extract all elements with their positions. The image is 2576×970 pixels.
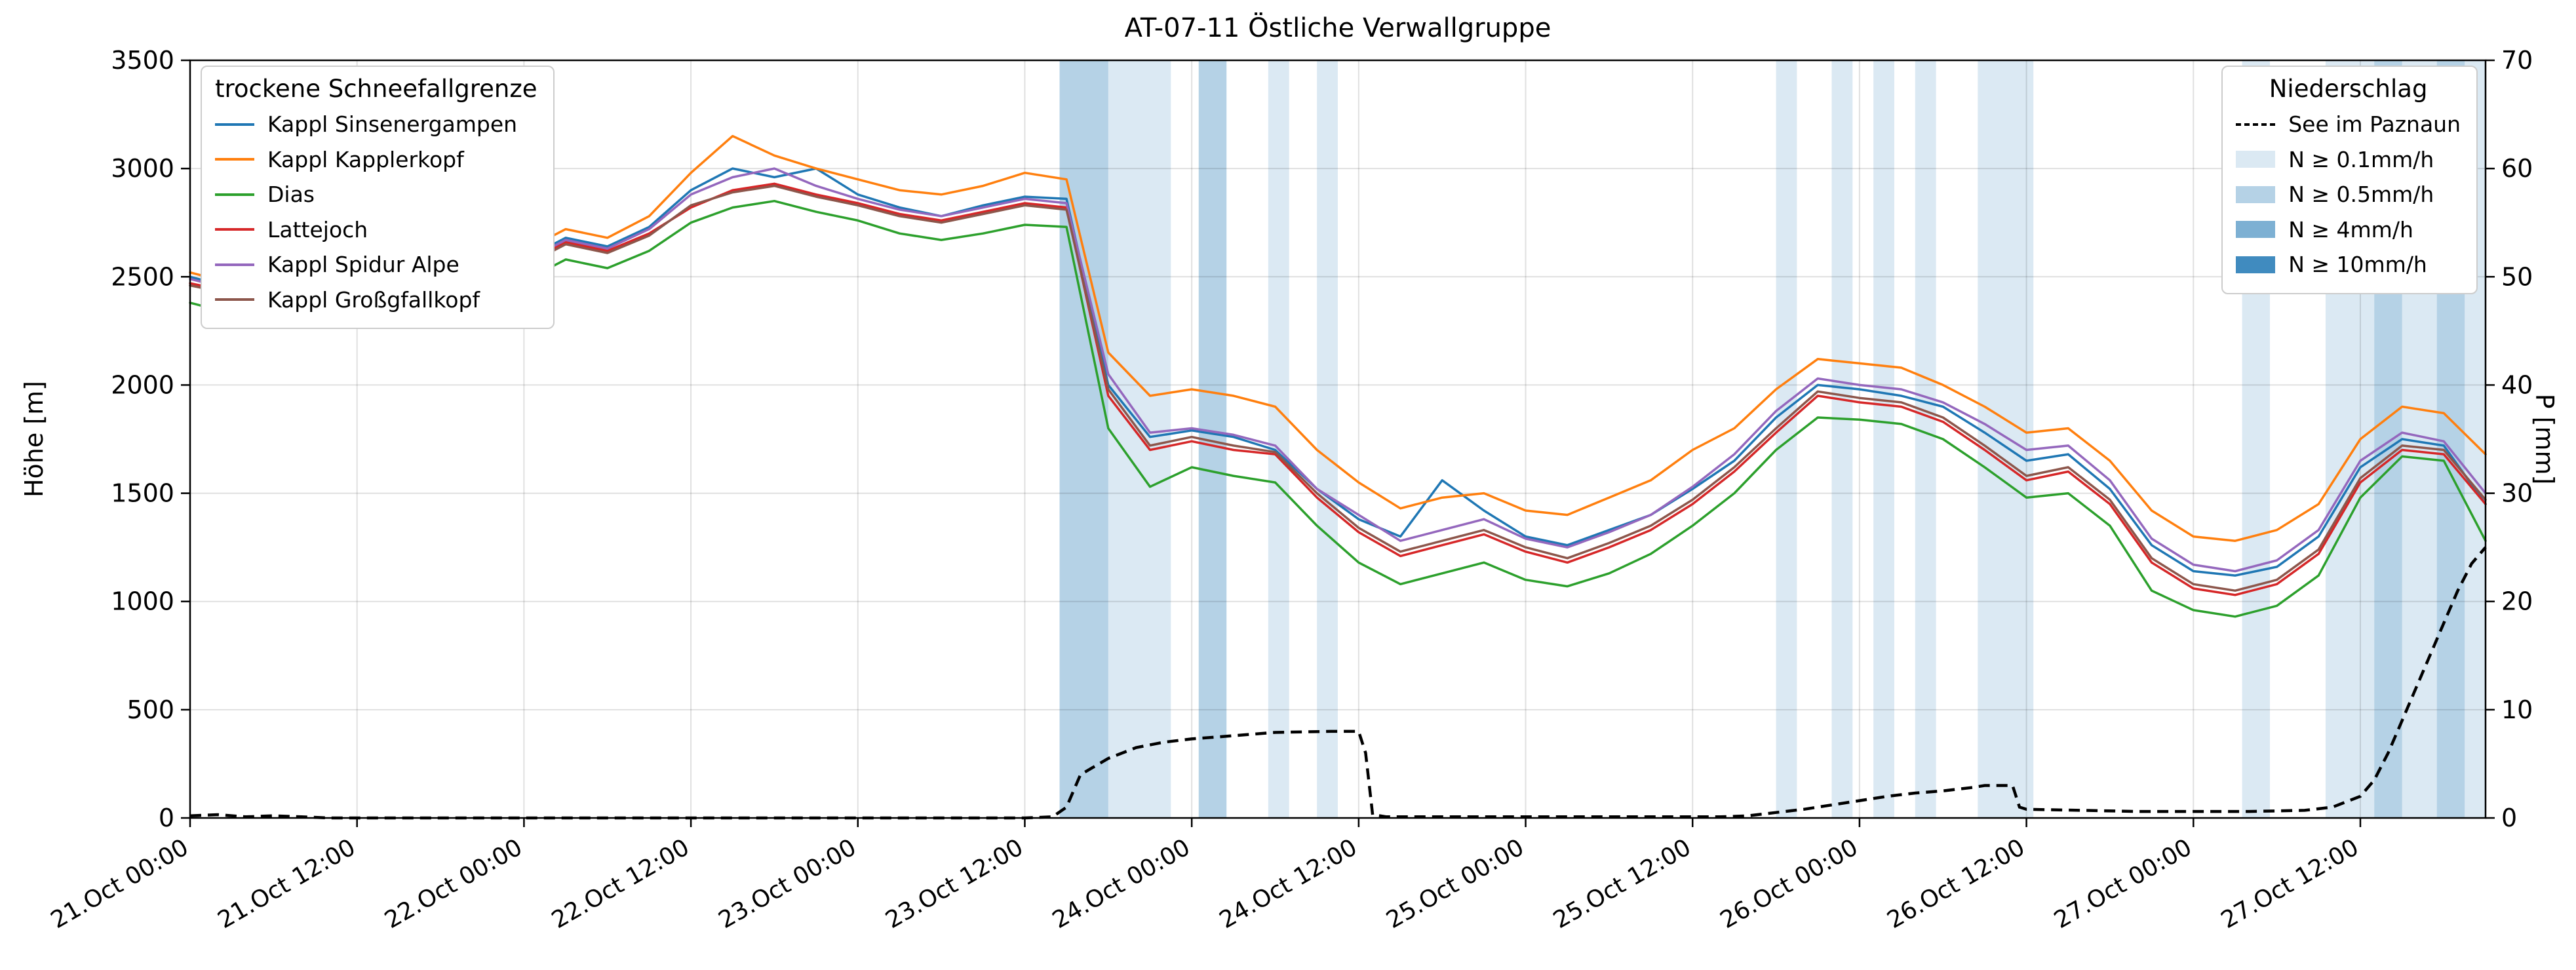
y-tick-label-left: 0 — [159, 804, 174, 832]
y-tick-label-left: 3000 — [111, 154, 174, 183]
y-tick-label-left: 500 — [127, 695, 174, 724]
y-tick-label-left: 2500 — [111, 262, 174, 291]
x-tick-label: 25.Oct 00:00 — [1382, 834, 1529, 934]
legend-entry: Kappl Spidur Alpe — [215, 247, 537, 282]
y-tick-label-left: 2000 — [111, 370, 174, 399]
legend-band-swatch — [2236, 256, 2276, 273]
legend-entry-label: Kappl Sinsenergampen — [267, 111, 518, 137]
x-tick-label: 27.Oct 12:00 — [2217, 834, 2364, 934]
precip-line-see-im-paznaun — [189, 546, 2487, 820]
legend-dashed-line-swatch — [2236, 123, 2276, 126]
legend-precip: Niederschlag See im Paznaun N ≥ 0.1mm/h N … — [2221, 66, 2478, 294]
precip-band — [1978, 60, 2034, 818]
legend-entry-label: N ≥ 10mm/h — [2288, 252, 2427, 277]
legend-entry-label: N ≥ 4mm/h — [2288, 216, 2413, 242]
series-line-kappl-spidur-alpe — [189, 167, 2487, 573]
x-tick-label: 26.Oct 12:00 — [1883, 834, 2029, 934]
x-tick-label: 26.Oct 00:00 — [1716, 834, 1863, 934]
precip-band — [1059, 60, 1108, 818]
legend-entry: Kappl Kapplerkopf — [215, 142, 537, 178]
legend-entry: N ≥ 4mm/h — [2236, 212, 2461, 248]
legend-band-swatch — [2236, 185, 2276, 203]
precip-band — [1776, 60, 1797, 818]
precip-band — [1831, 60, 1853, 818]
plot-border — [189, 59, 2487, 819]
precip-band — [1317, 60, 1338, 818]
legend-entry-label: N ≥ 0.1mm/h — [2288, 146, 2434, 172]
legend-line-swatch — [215, 298, 254, 301]
legend-entry-label: Kappl Spidur Alpe — [267, 252, 459, 277]
x-tick-label: 25.Oct 12:00 — [1549, 834, 1696, 934]
legend-entry: Lattejoch — [215, 212, 537, 248]
legend-entry: Kappl Großgfallkopf — [215, 282, 537, 318]
legend-line-swatch — [215, 123, 254, 126]
y-tick-label-left: 1000 — [111, 587, 174, 616]
legend-entry: Kappl Sinsenergampen — [215, 107, 537, 142]
legend-line-swatch — [215, 193, 254, 196]
y-tick-label-right: 70 — [2501, 46, 2533, 75]
precip-band — [1268, 60, 1289, 818]
y-tick-label-right: 20 — [2501, 587, 2533, 616]
legend-entry: Dias — [215, 177, 537, 212]
precip-band — [1873, 60, 1894, 818]
legend-entry: N ≥ 0.1mm/h — [2236, 142, 2461, 178]
legend-band-swatch — [2236, 221, 2276, 239]
legend-snowline-title: trockene Schneefallgrenze — [215, 75, 537, 103]
x-tick-label: 23.Oct 12:00 — [881, 834, 1028, 934]
series-line-kappl-kapplerkopf — [189, 134, 2487, 542]
x-tick-label: 21.Oct 12:00 — [213, 834, 360, 934]
legend-entry: See im Paznaun — [2236, 107, 2461, 142]
legend-snowline-entries: Kappl Sinsenergampen Kappl Kapplerkopf Dia… — [215, 107, 537, 317]
legend-snowline: trockene Schneefallgrenze Kappl Sinsener… — [201, 66, 555, 329]
x-tick-label: 27.Oct 00:00 — [2050, 834, 2196, 934]
chart-title: AT-07-11 Östliche Verwallgruppe — [1124, 13, 1551, 43]
series-line-kappl-gro-gfallkopf — [189, 184, 2487, 592]
y-tick-label-right: 50 — [2501, 262, 2533, 291]
x-tick-label: 22.Oct 12:00 — [547, 834, 694, 934]
precip-band — [1915, 60, 1936, 818]
legend-entry: N ≥ 0.5mm/h — [2236, 177, 2461, 212]
legend-precip-title: Niederschlag — [2269, 75, 2428, 103]
legend-line-swatch — [215, 263, 254, 266]
series-line-kappl-sinsenergampen — [189, 167, 2487, 577]
x-tick-label: 24.Oct 00:00 — [1048, 834, 1195, 934]
legend-line-swatch — [215, 228, 254, 231]
y-tick-label-right: 0 — [2501, 804, 2517, 832]
y-tick-label-left: 1500 — [111, 479, 174, 508]
legend-entry-label: Dias — [267, 182, 315, 207]
legend-entry-label: Kappl Großgfallkopf — [267, 286, 480, 313]
y-tick-label-right: 10 — [2501, 695, 2533, 724]
series-line-dias — [189, 199, 2487, 618]
legend-entry-label: See im Paznaun — [2288, 111, 2461, 137]
y-tick-label-right: 60 — [2501, 154, 2533, 183]
legend-entry-label: N ≥ 0.5mm/h — [2288, 182, 2434, 207]
legend-precip-entries: See im Paznaun N ≥ 0.1mm/h N ≥ 0.5mm/h N ≥ … — [2236, 107, 2461, 282]
series-line-lattejoch — [189, 182, 2487, 596]
legend-entry-label: Kappl Kapplerkopf — [267, 146, 464, 172]
legend-band-swatch — [2236, 151, 2276, 168]
x-tick-label: 24.Oct 12:00 — [1215, 834, 1362, 934]
x-tick-label: 22.Oct 00:00 — [380, 834, 527, 934]
legend-entry: N ≥ 10mm/h — [2236, 247, 2461, 282]
y-tick-label-right: 30 — [2501, 479, 2533, 508]
legend-line-swatch — [215, 158, 254, 161]
y-tick-label-left: 3500 — [111, 46, 174, 75]
x-tick-label: 21.Oct 00:00 — [47, 834, 193, 934]
legend-entry-label: Lattejoch — [267, 216, 368, 242]
x-tick-label: 23.Oct 00:00 — [714, 834, 861, 934]
precip-band — [1108, 60, 1171, 818]
y-axis-label-left: Höhe [m] — [20, 380, 49, 498]
y-tick-label-right: 40 — [2501, 370, 2533, 399]
y-axis-label-right: P [mm] — [2530, 393, 2559, 485]
